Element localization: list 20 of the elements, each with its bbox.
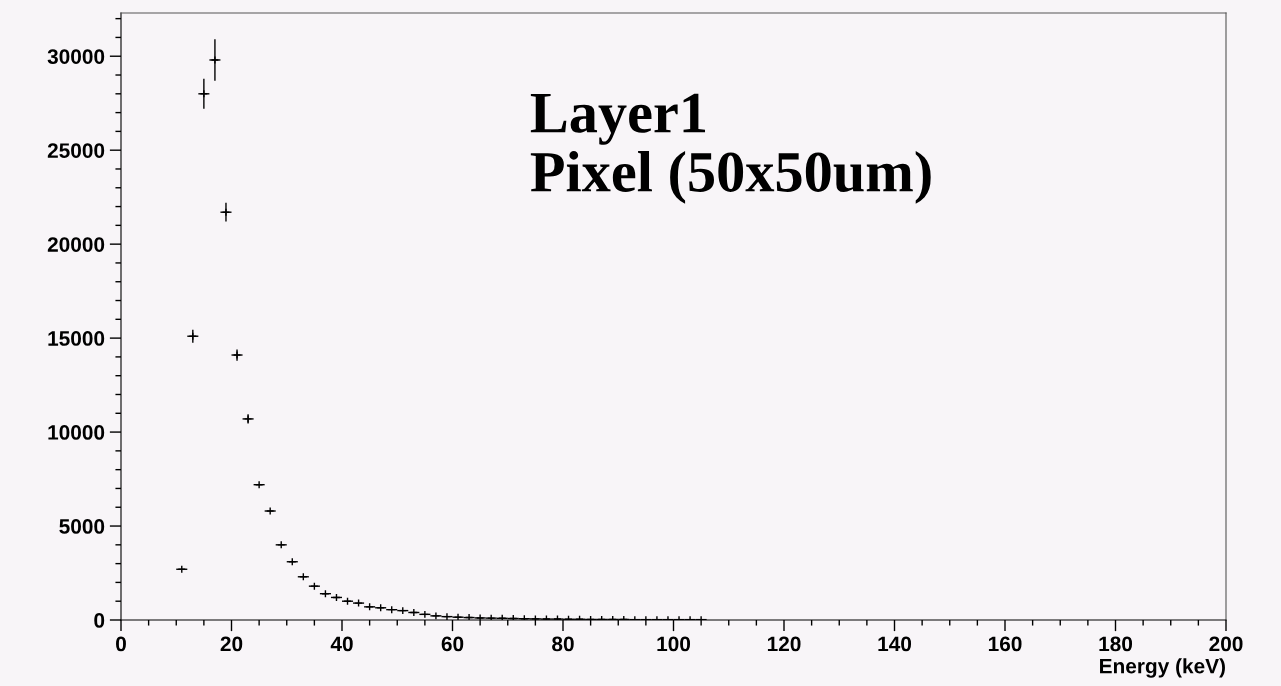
x-tick-label: 120 xyxy=(767,636,801,652)
y-tick-label: 5000 xyxy=(59,519,105,534)
annotation: Layer1 Pixel (50x50um) xyxy=(530,93,931,204)
x-tick-label: 100 xyxy=(657,636,691,652)
x-tick-label: 60 xyxy=(441,636,464,652)
x-tick-label: 40 xyxy=(330,636,353,652)
x-tick-label: 0 xyxy=(116,636,126,652)
y-tick-label: 30000 xyxy=(47,49,105,65)
y-tick-label: 20000 xyxy=(47,237,105,252)
x-tick-label: 20 xyxy=(220,636,243,652)
x-tick-label: 80 xyxy=(552,636,574,652)
x-tick-label: 160 xyxy=(988,636,1022,652)
x-tick-label: 180 xyxy=(1099,636,1133,652)
y-tick-label: 15000 xyxy=(48,331,105,346)
x-tick-label: 200 xyxy=(1209,636,1243,652)
x-axis-title: Energy (keV) xyxy=(1100,658,1225,678)
y-tick-label: 25000 xyxy=(47,143,105,158)
x-tick-label: 140 xyxy=(878,636,912,652)
y-tick-label: 0 xyxy=(94,613,105,628)
y-tick-label: 10000 xyxy=(48,425,105,440)
